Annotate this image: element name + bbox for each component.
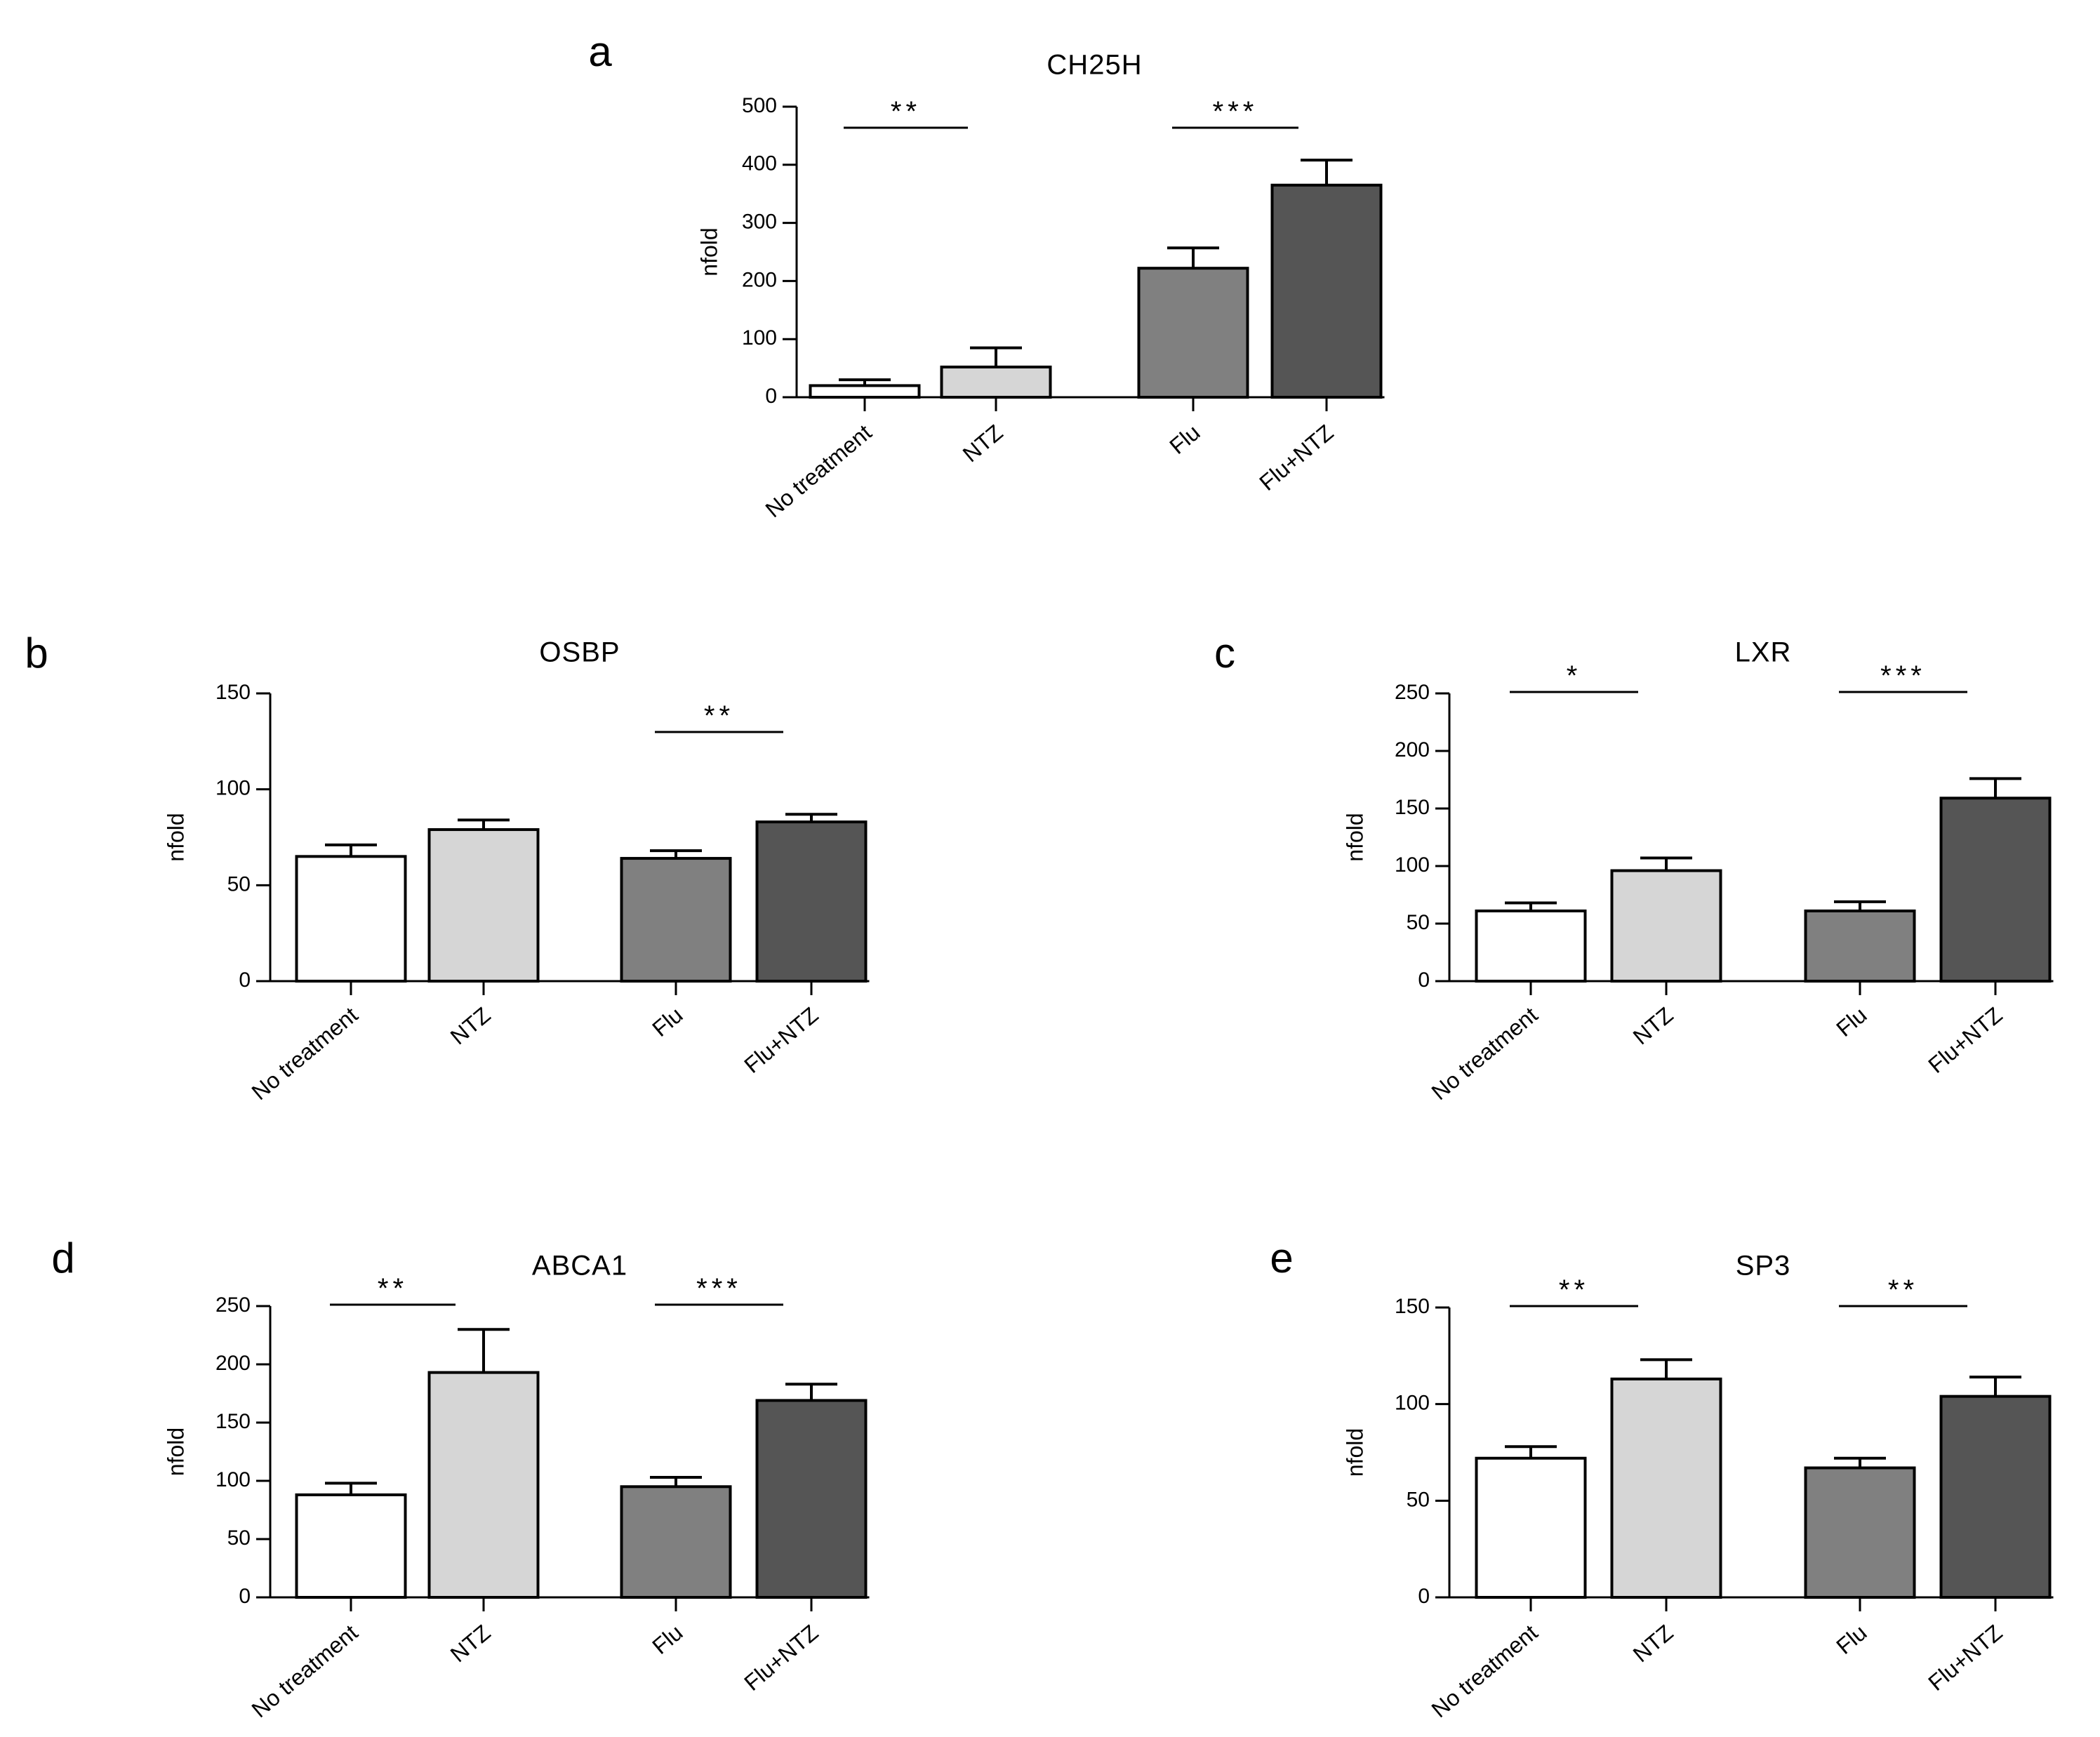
significance-label: ** [1888,1275,1918,1305]
y-axis-label: nfold [163,1427,188,1476]
x-tick-label: Flu [1164,420,1204,459]
x-tick-label: No treatment [247,1002,363,1105]
bar [1137,267,1249,399]
significance-label: ** [378,1273,408,1304]
y-axis-label: nfold [1342,813,1367,861]
y-tick-label: 250 [1395,681,1430,704]
chart-title: CH25H [1046,50,1142,81]
significance-label: * [1567,660,1582,691]
x-tick-label: Flu [1831,1002,1871,1041]
x-tick-label: No treatment [1427,1620,1543,1723]
y-tick-label: 150 [215,681,251,704]
chart-panel-c: c LXR nfold 0 50 100 150 200 250 No treatment NTZ F… [1214,630,2054,1105]
y-tick-label: 0 [239,969,251,992]
panel-letter: b [25,630,48,677]
y-tick-label: 300 [742,211,777,234]
y-tick-label: 400 [742,152,777,175]
x-tick-label: No treatment [761,420,877,523]
panel-letter: c [1214,630,1235,677]
chart-title: SP3 [1736,1251,1791,1282]
bar [620,1485,732,1599]
panel-letter: a [588,28,612,75]
bar [427,828,540,983]
chart-title: LXR [1735,637,1792,668]
bar [755,1399,868,1599]
y-tick-label: 0 [1418,969,1430,992]
y-tick-label: 200 [1395,738,1430,761]
x-tick-label: No treatment [1427,1002,1543,1105]
x-tick-label: Flu [647,1002,687,1041]
bar [1804,909,1916,983]
y-tick-label: 150 [215,1410,251,1433]
bar [1475,909,1587,983]
bar [1939,797,2052,983]
y-tick-label: 150 [1395,796,1430,819]
panel-letter: e [1270,1234,1293,1282]
y-axis-label: nfold [1342,1428,1367,1477]
y-tick-label: 200 [215,1352,251,1375]
x-tick-label: NTZ [446,1002,496,1050]
bar [295,855,407,983]
y-tick-label: 50 [1407,1488,1430,1511]
chart-panel-b: b OSBP nfold 0 50 100 150 No treatment NTZ Flu Flu… [25,630,870,1105]
y-tick-label: 100 [742,326,777,350]
bar [427,1371,540,1599]
y-tick-label: 100 [215,777,251,800]
chart-panel-a: a CH25H nfold 0 100 200 300 400 500 No treatment N… [588,28,1385,523]
bar [940,365,1052,399]
y-tick-label: 50 [227,872,251,896]
chart-panel-d: d ABCA1 nfold 0 50 100 150 200 250 No treatment NT… [51,1234,870,1723]
significance-label: ** [1559,1275,1589,1305]
y-axis-label: nfold [163,813,188,861]
y-axis-label: nfold [696,227,722,276]
significance-label: *** [696,1273,742,1304]
bar [755,820,868,983]
bar [1475,1456,1587,1599]
y-tick-label: 500 [742,94,777,117]
x-tick-label: No treatment [247,1620,363,1723]
x-tick-label: Flu+NTZ [1254,420,1338,495]
x-tick-label: Flu [647,1620,687,1659]
x-tick-label: Flu+NTZ [739,1002,823,1078]
y-tick-label: 100 [215,1468,251,1491]
significance-label: *** [1213,96,1258,127]
y-tick-label: 150 [1395,1295,1430,1318]
bar [1610,869,1722,983]
y-tick-label: 0 [1418,1585,1430,1608]
bar [1804,1466,1916,1599]
x-tick-label: NTZ [1628,1002,1678,1050]
chart-title: OSBP [539,637,620,668]
chart-title: ABCA1 [532,1251,627,1282]
bar [295,1493,407,1599]
x-tick-label: Flu [1831,1620,1871,1659]
y-tick-label: 100 [1395,1392,1430,1415]
bar [620,857,732,983]
x-tick-label: NTZ [1628,1620,1678,1668]
y-tick-label: 250 [215,1293,251,1317]
y-tick-label: 50 [1407,911,1430,934]
x-tick-label: NTZ [958,420,1008,467]
y-tick-label: 200 [742,268,777,291]
significance-label: ** [891,96,921,127]
y-tick-label: 0 [239,1585,251,1608]
x-tick-label: Flu+NTZ [1923,1002,2007,1078]
panel-letter: d [51,1234,74,1282]
significance-label: ** [704,700,734,731]
bar [809,384,921,399]
bar [1939,1395,2052,1599]
x-tick-label: Flu+NTZ [1923,1620,2007,1696]
chart-panel-e: e SP3 nfold 0 50 100 150 No treatment NTZ Flu Flu+… [1270,1234,2054,1723]
y-tick-label: 100 [1395,853,1430,877]
x-tick-label: Flu+NTZ [739,1620,823,1696]
y-tick-label: 0 [765,385,777,408]
bar [1270,183,1383,399]
bar [1610,1377,1722,1599]
y-tick-label: 50 [227,1526,251,1550]
significance-label: *** [1880,660,1926,691]
x-tick-label: NTZ [446,1620,496,1668]
